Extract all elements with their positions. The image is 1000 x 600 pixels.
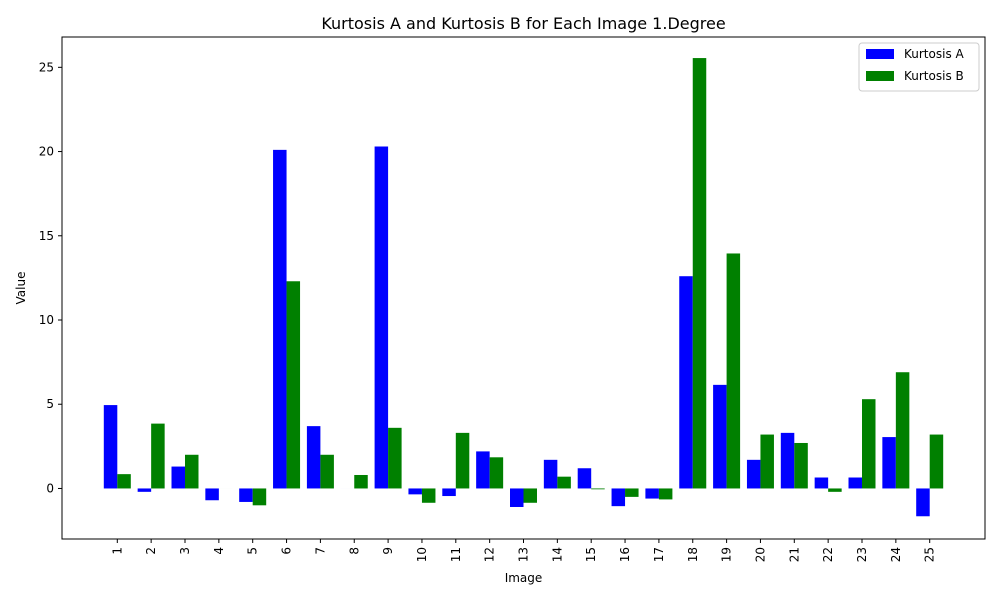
bar-kurtosis-b-image-8 [354, 474, 368, 489]
bar-kurtosis-a-image-17 [645, 488, 659, 499]
x-tick-label: 12 [483, 547, 497, 562]
x-tick-label: 22 [821, 547, 835, 562]
x-axis: 1 2 3 4 5 6 7 8 9 10 11 12 13 14 15 16 17 18 19 20 21 22 23 24 2… [110, 539, 937, 562]
x-tick-label: 20 [753, 547, 767, 562]
bar-kurtosis-b-image-19 [726, 253, 741, 489]
bar-kurtosis-b-image-18 [692, 58, 707, 489]
bar-kurtosis-b-image-24 [895, 372, 910, 489]
bar-kurtosis-a-image-11 [442, 488, 456, 497]
y-tick-label: 15 [39, 229, 54, 243]
y-tick-label: 20 [39, 145, 54, 159]
bar-kurtosis-a-image-15 [577, 468, 592, 489]
bar-kurtosis-a-image-14 [543, 459, 558, 489]
x-tick-label: 8 [347, 547, 361, 555]
bar-kurtosis-b-image-5 [252, 488, 267, 506]
bar-kurtosis-b-image-15 [591, 488, 605, 490]
x-tick-label: 6 [280, 547, 294, 555]
legend: Kurtosis A Kurtosis B [858, 42, 980, 92]
bar-kurtosis-b-image-20 [760, 434, 774, 489]
bar-kurtosis-a-image-19 [713, 384, 727, 489]
legend-label-kurtosis-a: Kurtosis A [904, 47, 965, 61]
x-tick-label: 3 [178, 547, 192, 555]
x-tick-label: 11 [449, 547, 463, 562]
bar-kurtosis-b-image-17 [658, 488, 673, 500]
x-tick-label: 10 [415, 547, 429, 562]
bar-kurtosis-a-image-6 [273, 149, 287, 489]
bar-kurtosis-b-image-2 [151, 423, 165, 489]
bar-kurtosis-a-image-4 [205, 488, 219, 501]
bar-kurtosis-b-image-25 [929, 434, 944, 489]
x-tick-label: 9 [381, 547, 395, 555]
bar-kurtosis-a-image-2 [137, 488, 152, 492]
plot-area-frame [61, 36, 986, 540]
bar-kurtosis-b-image-12 [489, 457, 504, 489]
x-tick-label: 14 [550, 547, 564, 562]
x-tick-label: 7 [313, 547, 327, 555]
x-axis-title: Image [505, 571, 543, 585]
x-tick-label: 16 [618, 547, 632, 562]
x-tick-label: 5 [246, 547, 260, 555]
bar-kurtosis-a-image-9 [374, 146, 389, 489]
bar-kurtosis-b-image-14 [557, 476, 571, 489]
bar-kurtosis-a-image-24 [882, 437, 896, 489]
x-tick-label: 17 [652, 547, 666, 562]
bar-kurtosis-b-image-7 [320, 454, 334, 489]
x-tick-label: 1 [110, 547, 124, 555]
bars-layer [103, 58, 944, 517]
x-tick-label: 18 [686, 547, 700, 562]
bar-kurtosis-a-image-3 [171, 466, 185, 489]
y-tick-label: 0 [46, 481, 54, 495]
chart-title: Kurtosis A and Kurtosis B for Each Image… [321, 14, 725, 33]
bar-kurtosis-a-image-21 [780, 432, 795, 489]
bar-kurtosis-b-image-13 [523, 488, 537, 503]
y-tick-label: 5 [46, 397, 54, 411]
bar-kurtosis-b-image-10 [421, 488, 436, 503]
x-tick-label: 4 [212, 547, 226, 555]
bar-kurtosis-a-image-25 [916, 488, 930, 517]
bar-kurtosis-a-image-10 [408, 488, 422, 495]
x-tick-label: 15 [584, 547, 598, 562]
x-tick-label: 24 [889, 547, 903, 562]
bar-kurtosis-a-image-7 [306, 426, 321, 489]
bar-kurtosis-a-image-22 [814, 477, 829, 489]
bar-kurtosis-a-image-20 [746, 459, 761, 489]
bar-kurtosis-b-image-23 [862, 399, 876, 489]
bar-kurtosis-b-image-11 [455, 432, 470, 489]
bar-kurtosis-b-image-3 [185, 454, 199, 489]
legend-label-kurtosis-b: Kurtosis B [904, 69, 964, 83]
bar-kurtosis-b-image-16 [625, 488, 639, 497]
bar-kurtosis-b-image-6 [286, 281, 301, 489]
y-axis: 0 5 10 15 20 25 [39, 60, 62, 495]
y-axis-title: Value [14, 272, 28, 305]
bar-kurtosis-b-image-21 [794, 442, 808, 489]
y-tick-label: 25 [39, 60, 54, 74]
x-tick-label: 13 [517, 547, 531, 562]
bar-kurtosis-a-image-5 [239, 488, 253, 502]
bar-kurtosis-a-image-18 [679, 276, 693, 489]
bar-kurtosis-a-image-13 [510, 488, 524, 507]
x-tick-label: 21 [787, 547, 801, 562]
bar-kurtosis-a-image-16 [611, 488, 626, 507]
bar-kurtosis-b-image-9 [388, 427, 402, 489]
x-tick-label: 2 [144, 547, 158, 555]
bar-kurtosis-a-image-1 [103, 405, 118, 489]
bar-kurtosis-b-image-1 [117, 474, 131, 489]
bar-kurtosis-a-image-12 [476, 451, 490, 489]
y-tick-label: 10 [39, 313, 54, 327]
x-tick-label: 19 [720, 547, 734, 562]
bar-kurtosis-b-image-22 [828, 488, 842, 492]
x-tick-label: 25 [923, 547, 937, 562]
x-tick-label: 23 [855, 547, 869, 562]
legend-swatch-kurtosis-a [866, 49, 894, 59]
legend-swatch-kurtosis-b [866, 71, 894, 81]
bar-kurtosis-a-image-23 [848, 477, 862, 489]
